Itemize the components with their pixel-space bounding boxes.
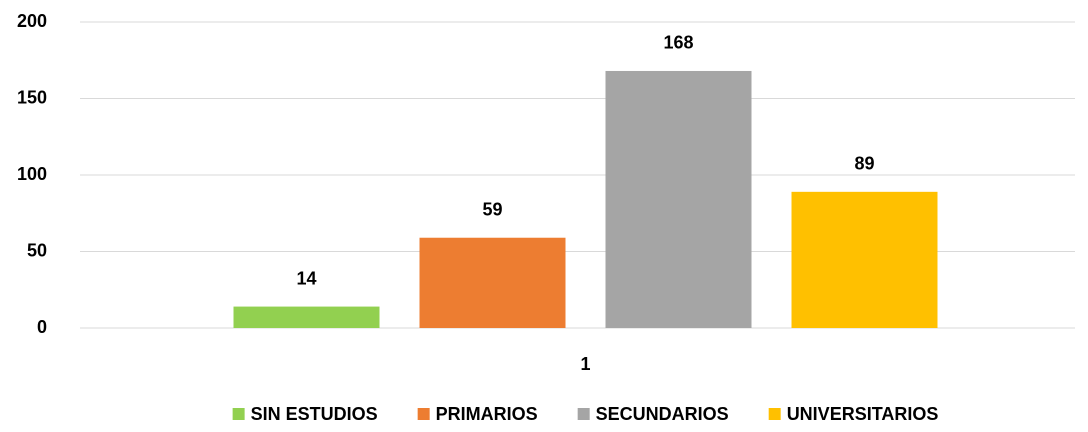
y-tick-label: 0 <box>37 317 47 337</box>
legend-label: SECUNDARIOS <box>596 404 729 424</box>
legend-label: PRIMARIOS <box>436 404 538 424</box>
legend-swatch <box>577 408 590 420</box>
legend-swatch <box>232 408 245 420</box>
legend-label: UNIVERSITARIOS <box>787 404 939 424</box>
y-tick-label: 200 <box>17 11 47 31</box>
legend-swatch <box>768 408 781 420</box>
y-tick-label: 50 <box>27 240 47 260</box>
y-tick-label: 150 <box>17 87 47 107</box>
data-label: 14 <box>296 268 316 288</box>
legend-swatch <box>417 408 430 420</box>
bar <box>233 306 380 328</box>
data-label: 59 <box>482 199 502 219</box>
bar <box>605 70 752 329</box>
bar <box>791 191 938 328</box>
x-tick-label: 1 <box>580 354 590 374</box>
data-label: 168 <box>663 33 693 53</box>
data-label: 89 <box>854 154 874 174</box>
bar <box>419 237 566 328</box>
y-tick-label: 100 <box>17 164 47 184</box>
legend-label: SIN ESTUDIOS <box>251 404 378 424</box>
